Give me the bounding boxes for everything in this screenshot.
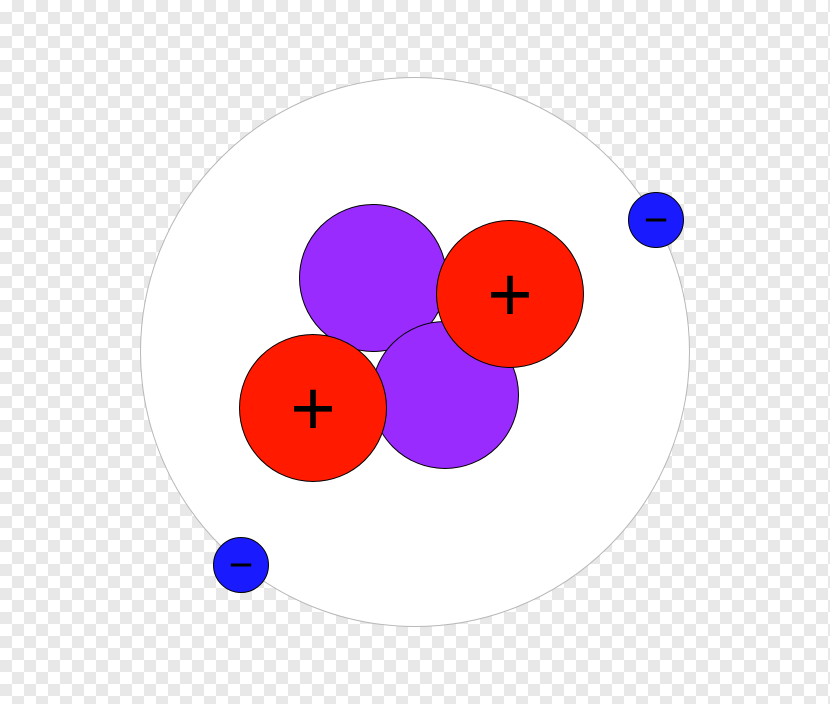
proton: +: [239, 334, 387, 482]
proton: +: [436, 220, 584, 368]
electron: −: [628, 192, 684, 248]
minus-sign: −: [644, 199, 669, 241]
electron: −: [213, 537, 269, 593]
plus-sign: +: [290, 369, 336, 447]
minus-sign: −: [229, 544, 254, 586]
plus-sign: +: [487, 255, 533, 333]
